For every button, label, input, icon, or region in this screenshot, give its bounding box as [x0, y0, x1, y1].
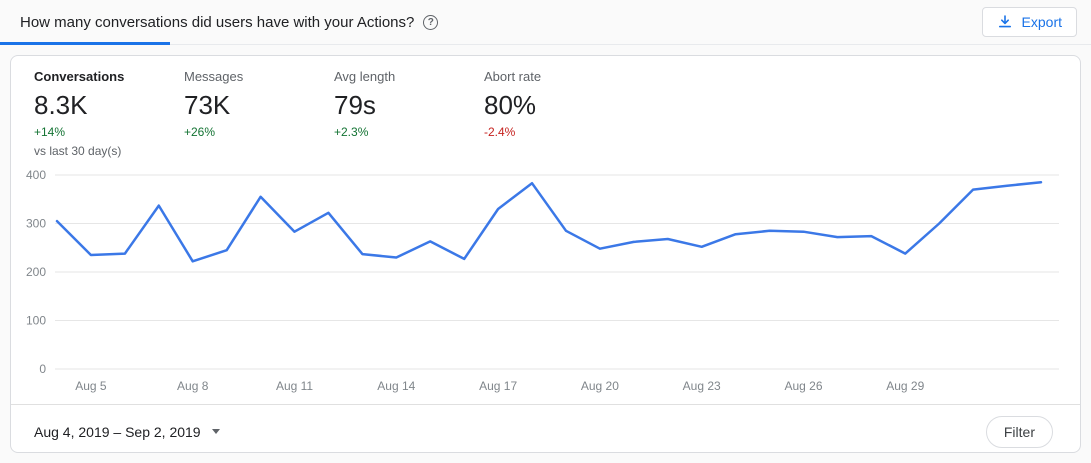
svg-text:Aug 17: Aug 17 — [479, 379, 517, 393]
header: How many conversations did users have wi… — [0, 0, 1091, 45]
metrics-row: Conversations 8.3K +14% vs last 30 day(s… — [11, 56, 1080, 161]
metric-tab-conversations[interactable]: Conversations 8.3K +14% vs last 30 day(s… — [34, 69, 184, 161]
conversations-line-chart: 0 100 200 300 400 Aug 5 Aug 8 Aug 11 Aug 14 Aug 1… — [26, 168, 1059, 393]
svg-text:Aug 29: Aug 29 — [886, 379, 924, 393]
metric-label: Abort rate — [484, 69, 542, 84]
card-footer: Aug 4, 2019 – Sep 2, 2019 Filter — [11, 404, 1080, 452]
filter-button[interactable]: Filter — [985, 415, 1053, 448]
help-icon[interactable]: ? — [423, 14, 439, 30]
chart-area: 0 100 200 300 400 Aug 5 Aug 8 Aug 11 Aug 14 Aug 1… — [11, 161, 1080, 404]
metric-value: 79s — [334, 90, 376, 120]
svg-text:Aug 26: Aug 26 — [784, 379, 822, 393]
metric-label: Messages — [184, 69, 244, 84]
svg-text:Aug 20: Aug 20 — [581, 379, 619, 393]
metric-label: Avg length — [334, 69, 396, 84]
page-title: How many conversations did users have wi… — [20, 13, 415, 31]
date-range-selector[interactable]: Aug 4, 2019 – Sep 2, 2019 — [34, 424, 220, 440]
svg-text:300: 300 — [26, 217, 46, 231]
svg-text:400: 400 — [26, 168, 46, 182]
download-icon — [997, 14, 1013, 30]
active-tab-indicator — [0, 42, 170, 45]
svg-text:Aug 5: Aug 5 — [75, 379, 107, 393]
metric-value: 73K — [184, 90, 231, 120]
svg-text:100: 100 — [26, 314, 46, 328]
svg-text:200: 200 — [26, 265, 46, 279]
svg-text:Aug 11: Aug 11 — [276, 379, 313, 393]
export-button[interactable]: Export — [981, 7, 1077, 37]
metric-delta: +2.3% — [334, 124, 369, 139]
metric-tab-avg-length[interactable]: Avg length 79s +2.3% — [334, 69, 484, 161]
svg-text:Aug 8: Aug 8 — [177, 379, 209, 393]
svg-text:Aug 23: Aug 23 — [683, 379, 721, 393]
compare-note: vs last 30 day(s) — [34, 143, 122, 158]
metric-value: 8.3K — [34, 90, 88, 120]
caret-down-icon — [211, 429, 220, 434]
metric-delta: +26% — [184, 124, 216, 139]
svg-text:Aug 14: Aug 14 — [377, 379, 415, 393]
metric-tab-messages[interactable]: Messages 73K +26% — [184, 69, 334, 161]
analytics-card: Conversations 8.3K +14% vs last 30 day(s… — [10, 55, 1081, 453]
metric-value: 80% — [484, 90, 537, 120]
metric-label: Conversations — [34, 69, 125, 84]
metric-delta: -2.4% — [484, 124, 516, 139]
svg-text:0: 0 — [39, 362, 46, 376]
date-range-label: Aug 4, 2019 – Sep 2, 2019 — [34, 423, 201, 440]
metric-tab-abort-rate[interactable]: Abort rate 80% -2.4% — [484, 69, 634, 161]
export-label: Export — [1021, 14, 1062, 30]
metric-delta: +14% — [34, 124, 66, 139]
